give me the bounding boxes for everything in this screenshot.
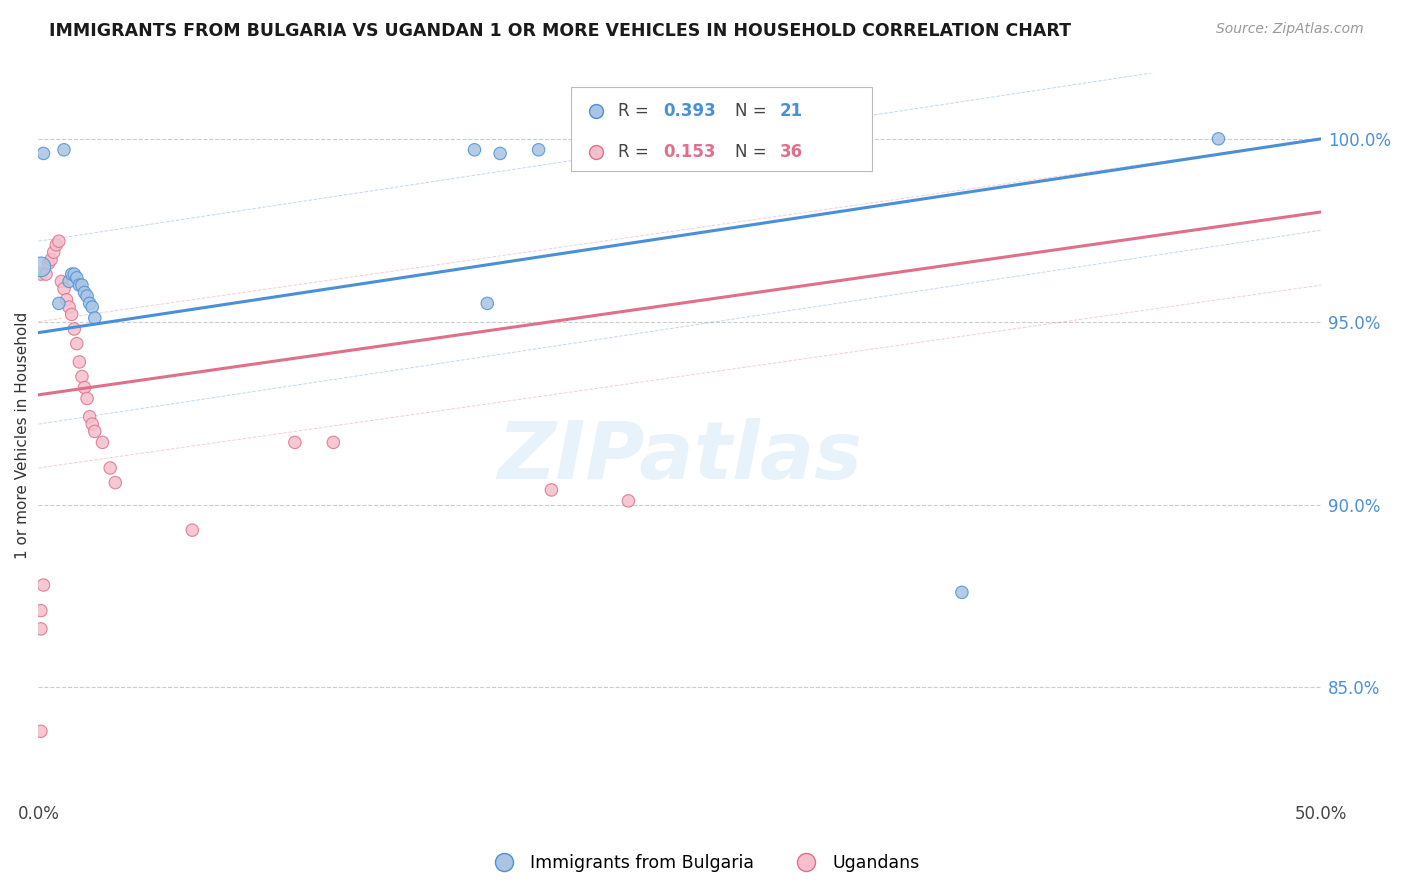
Point	[42, 245, 65, 260]
Point	[53, 282, 76, 296]
Point	[98, 461, 121, 475]
Point	[284, 435, 307, 450]
Point	[104, 475, 127, 490]
Point	[63, 322, 86, 336]
Point	[181, 523, 204, 537]
Point	[58, 300, 80, 314]
Point	[32, 578, 55, 592]
Text: N =: N =	[735, 144, 772, 161]
Point	[67, 355, 90, 369]
Point	[477, 296, 499, 310]
Point	[322, 435, 344, 450]
Point	[82, 300, 104, 314]
Point	[76, 392, 98, 406]
Point	[58, 275, 80, 289]
Point	[463, 143, 485, 157]
Point	[489, 146, 512, 161]
Point	[79, 409, 101, 424]
Point	[950, 585, 973, 599]
Text: R =: R =	[619, 102, 654, 120]
Point	[70, 278, 93, 293]
Point	[60, 307, 83, 321]
Point	[617, 494, 640, 508]
Point	[48, 234, 70, 248]
Point	[527, 143, 550, 157]
Point	[30, 724, 52, 739]
Point	[30, 604, 52, 618]
Point	[53, 143, 76, 157]
Text: 36: 36	[780, 144, 803, 161]
Point	[38, 256, 60, 270]
Point	[83, 311, 105, 326]
Text: 0.153: 0.153	[664, 144, 716, 161]
Point	[823, 139, 845, 153]
Point	[55, 293, 77, 307]
Point	[32, 146, 55, 161]
Point	[67, 278, 90, 293]
Point	[39, 252, 62, 267]
Point	[70, 369, 93, 384]
Legend: Immigrants from Bulgaria, Ugandans: Immigrants from Bulgaria, Ugandans	[479, 847, 927, 879]
Point	[48, 296, 70, 310]
Point	[30, 267, 52, 281]
FancyBboxPatch shape	[571, 87, 872, 170]
Point	[76, 289, 98, 303]
Point	[66, 336, 89, 351]
Point	[79, 296, 101, 310]
Point	[45, 238, 67, 252]
Text: Source: ZipAtlas.com: Source: ZipAtlas.com	[1216, 22, 1364, 37]
Point	[540, 483, 562, 497]
Y-axis label: 1 or more Vehicles in Household: 1 or more Vehicles in Household	[15, 311, 30, 558]
Point	[63, 267, 86, 281]
Point	[73, 380, 96, 394]
Text: ZIPatlas: ZIPatlas	[498, 417, 862, 496]
Point	[35, 267, 58, 281]
Point	[91, 435, 114, 450]
Text: R =: R =	[619, 144, 654, 161]
Point	[51, 275, 73, 289]
Point	[745, 143, 768, 157]
Point	[73, 285, 96, 300]
Point	[66, 270, 89, 285]
Text: N =: N =	[735, 102, 772, 120]
Point	[83, 425, 105, 439]
Point	[770, 143, 793, 157]
Point	[30, 622, 52, 636]
Point	[82, 417, 104, 431]
Text: 0.393: 0.393	[664, 102, 716, 120]
Point	[60, 267, 83, 281]
Text: IMMIGRANTS FROM BULGARIA VS UGANDAN 1 OR MORE VEHICLES IN HOUSEHOLD CORRELATION : IMMIGRANTS FROM BULGARIA VS UGANDAN 1 OR…	[49, 22, 1071, 40]
Text: 21: 21	[780, 102, 803, 120]
Point	[1208, 132, 1230, 146]
Point	[30, 260, 52, 274]
